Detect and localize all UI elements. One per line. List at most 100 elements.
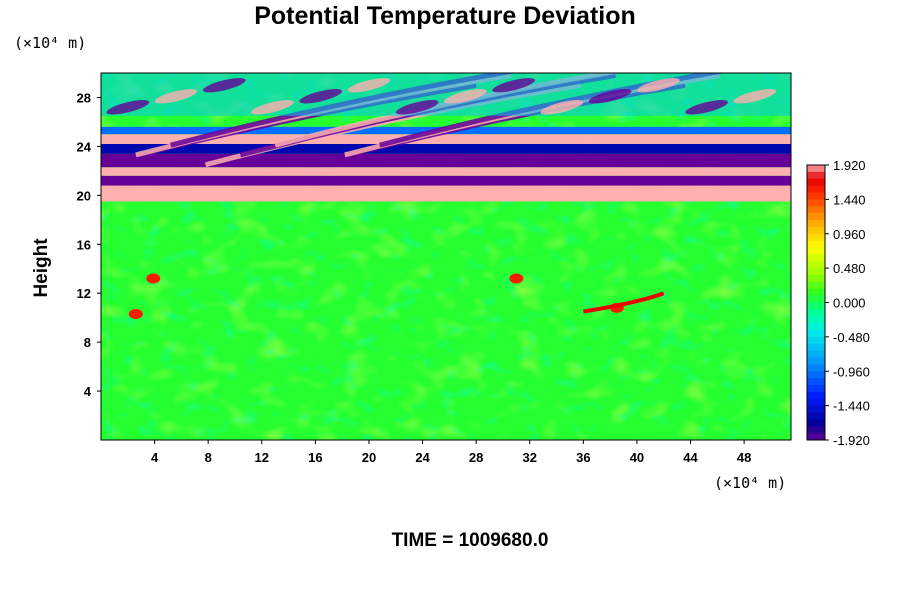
y-tick-label: 8 <box>84 335 91 350</box>
colorbar-tick-label: 1.440 <box>833 192 866 207</box>
wave-band <box>101 143 791 154</box>
colorbar-swatch <box>807 371 825 379</box>
y-axis-ticks: 4 8 12 16 20 24 28 <box>77 90 101 399</box>
colorbar-swatch <box>807 295 825 303</box>
colorbar-swatch <box>807 426 825 434</box>
colorbar-swatch <box>807 419 825 427</box>
colorbar-tick-label: 0.000 <box>833 296 866 311</box>
colorbar-swatch <box>807 398 825 407</box>
y-tick-label: 12 <box>77 286 91 301</box>
colorbar-swatch <box>807 288 825 297</box>
colorbar-swatch <box>807 302 825 310</box>
colorbar-swatch <box>807 206 825 214</box>
colorbar-swatch <box>807 226 825 235</box>
warm-streak <box>583 291 665 314</box>
colorbar-swatch <box>807 178 825 187</box>
y-axis-unit: (×10⁴ m) <box>14 34 87 52</box>
x-tick-label: 8 <box>205 450 212 465</box>
wave-band <box>101 167 791 176</box>
colorbar-swatch <box>807 247 825 255</box>
x-tick-label: 16 <box>308 450 322 465</box>
x-tick-label: 20 <box>362 450 376 465</box>
chart-title: Potential Temperature Deviation <box>254 2 636 30</box>
colorbar-tick-label: 0.960 <box>833 227 866 242</box>
colorbar-tick-label: -1.920 <box>833 433 870 448</box>
wave-cell <box>540 100 584 115</box>
plot-frame <box>100 72 792 441</box>
colorbar-tick-label: -1.440 <box>833 399 870 414</box>
colorbar-swatch <box>807 357 825 365</box>
upper-mixed-zone <box>101 73 791 116</box>
heatmap-field <box>101 73 791 440</box>
x-axis-unit: (×10⁴ m) <box>714 474 787 492</box>
wave-band <box>101 153 791 168</box>
colorbar-swatch <box>807 192 825 200</box>
colorbar-swatch <box>807 364 825 372</box>
colorbar-tick-label: -0.960 <box>833 364 870 379</box>
x-tick-label: 12 <box>255 450 269 465</box>
colorbar-swatch <box>807 281 825 290</box>
warm-blob <box>509 273 524 284</box>
colorbar-swatch <box>807 254 825 262</box>
colorbar-swatch <box>807 233 825 242</box>
colorbar-swatch <box>807 213 825 221</box>
y-tick-label: 4 <box>84 384 92 399</box>
colorbar-swatch <box>807 343 825 352</box>
y-tick-label: 28 <box>77 90 91 105</box>
colorbar-swatch <box>807 309 825 317</box>
warm-blob <box>146 273 161 284</box>
wave-cell <box>202 78 246 93</box>
x-tick-label: 4 <box>151 450 159 465</box>
colorbar: 1.920 1.440 0.960 0.480 0.000 -0.480 -0.960 -1.… <box>806 158 870 448</box>
colorbar-swatch <box>807 185 825 193</box>
colorbar-swatch <box>807 199 825 207</box>
colorbar-tick-label: 1.920 <box>833 158 866 173</box>
colorbar-swatch <box>807 385 825 393</box>
y-tick-label: 24 <box>77 139 92 154</box>
wave-cell <box>588 89 632 104</box>
x-tick-label: 44 <box>683 450 698 465</box>
wave-band <box>101 175 791 186</box>
colorbar-swatch <box>807 336 825 345</box>
colorbar-swatch <box>807 316 825 324</box>
colorbar-swatch <box>807 350 825 358</box>
colorbar-swatch <box>807 330 825 338</box>
wave-cell <box>154 89 198 104</box>
wave-band <box>101 134 791 144</box>
y-tick-label: 20 <box>77 188 91 203</box>
wave-cell <box>733 89 777 104</box>
wave-cell <box>492 78 536 93</box>
wave-cell <box>299 89 343 104</box>
colorbar-swatch <box>807 412 825 420</box>
wave-band <box>101 185 791 202</box>
colorbar-swatch <box>807 261 825 269</box>
colorbar-swatch <box>807 378 825 386</box>
warm-blob <box>128 308 143 319</box>
colorbar-tick-label: -0.480 <box>833 330 870 345</box>
wave-cell <box>444 89 487 104</box>
colorbar-swatch <box>807 275 825 283</box>
colorbar-swatch <box>807 405 825 413</box>
colorbar-swatch <box>807 433 825 441</box>
x-tick-label: 36 <box>576 450 590 465</box>
x-tick-label: 48 <box>737 450 751 465</box>
x-tick-label: 32 <box>523 450 537 465</box>
x-tick-label: 24 <box>415 450 430 465</box>
time-readout: TIME = 1009680.0 <box>391 530 549 551</box>
colorbar-tick-label: 0.480 <box>833 261 866 276</box>
x-tick-label: 28 <box>469 450 483 465</box>
wave-cell <box>106 100 150 115</box>
wave-cell <box>347 78 391 93</box>
colorbar-swatch <box>807 391 825 400</box>
x-tick-label: 40 <box>630 450 644 465</box>
colorbar-swatch <box>807 171 825 180</box>
colorbar-swatch <box>807 323 825 331</box>
wave-cell <box>685 100 728 115</box>
colorbar-swatch <box>807 165 825 173</box>
y-tick-label: 16 <box>77 237 91 252</box>
colorbar-swatch <box>807 268 825 276</box>
wave-cell <box>636 78 680 93</box>
x-axis-ticks: 4 8 12 16 20 24 28 32 36 40 44 48 <box>151 440 751 465</box>
wave-cell <box>251 100 294 115</box>
